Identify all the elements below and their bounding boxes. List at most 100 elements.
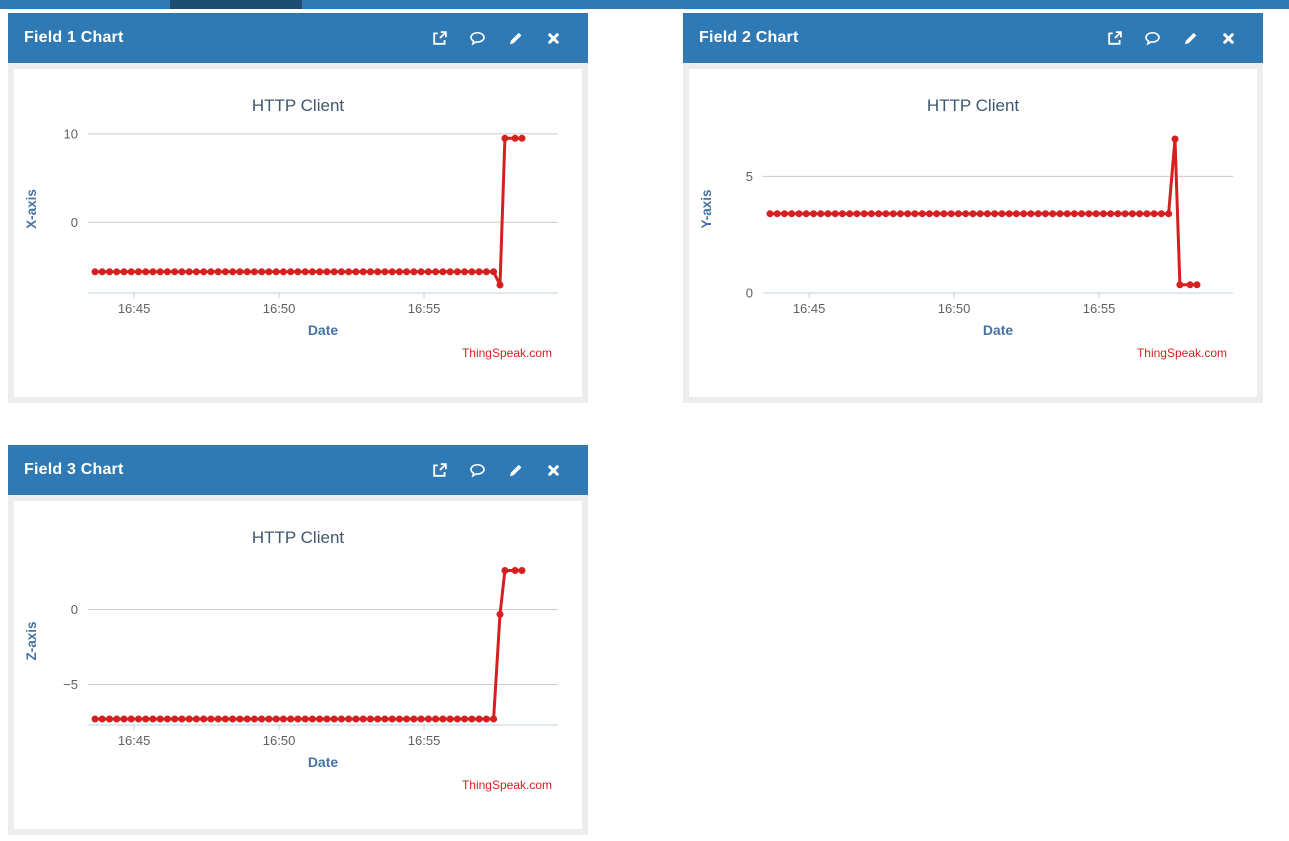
data-point — [904, 210, 912, 218]
data-point — [366, 715, 374, 723]
data-point — [788, 210, 796, 218]
edit-button[interactable] — [506, 29, 524, 47]
popout-button[interactable] — [430, 461, 448, 479]
y-axis-title: Z-axis — [24, 621, 39, 660]
data-point — [1012, 210, 1020, 218]
data-point — [496, 610, 504, 618]
chart-title: HTTP Client — [252, 528, 345, 547]
y-tick-label: 0 — [71, 215, 78, 230]
comment-button[interactable] — [1143, 29, 1161, 47]
data-point — [135, 715, 142, 723]
data-point — [243, 268, 251, 276]
data-point — [933, 210, 941, 218]
data-point — [156, 268, 164, 276]
data-point — [918, 210, 926, 218]
data-point — [337, 715, 345, 723]
data-point — [1078, 210, 1086, 218]
data-point — [962, 210, 970, 218]
data-point — [178, 268, 186, 276]
y-tick-label: 0 — [746, 286, 753, 301]
data-point — [432, 715, 440, 723]
data-point — [998, 210, 1006, 218]
data-point — [178, 715, 186, 723]
data-point — [518, 567, 526, 574]
data-point — [265, 268, 273, 276]
data-point — [424, 268, 432, 276]
data-point — [236, 715, 244, 723]
data-point — [323, 715, 331, 723]
x-tick-label: 16:55 — [1083, 301, 1116, 316]
x-axis-title: Date — [308, 754, 339, 770]
data-point — [1128, 210, 1136, 218]
data-point — [214, 268, 222, 276]
close-button[interactable] — [544, 29, 562, 47]
active-nav-tab[interactable] — [170, 0, 302, 9]
data-point — [496, 281, 504, 289]
data-point — [156, 715, 164, 723]
data-point — [381, 268, 389, 276]
data-point — [403, 268, 411, 276]
y-tick-label: 0 — [71, 602, 78, 617]
data-point — [142, 268, 150, 276]
chart-credits: ThingSpeak.com — [462, 778, 552, 792]
data-point — [1070, 210, 1078, 218]
data-point — [1005, 210, 1013, 218]
data-point — [838, 210, 846, 218]
data-point — [453, 268, 461, 276]
comment-button[interactable] — [468, 461, 486, 479]
data-point — [1020, 210, 1028, 218]
data-point — [337, 268, 345, 276]
data-point — [106, 715, 113, 723]
data-point — [482, 715, 490, 723]
data-point — [925, 210, 933, 218]
data-point — [287, 715, 295, 723]
field2-line-chart: HTTP Client 0 5 16:45 16:50 16:55 Y-axis Date Th… — [699, 96, 1233, 360]
data-point — [388, 715, 396, 723]
data-point — [867, 210, 875, 218]
data-point — [149, 268, 157, 276]
data-point — [185, 268, 193, 276]
edit-button[interactable] — [1181, 29, 1199, 47]
popout-button[interactable] — [430, 29, 448, 47]
popout-icon — [432, 462, 447, 477]
data-point — [120, 715, 128, 723]
data-point — [860, 210, 868, 218]
data-point — [1041, 210, 1049, 218]
data-point — [468, 715, 476, 723]
data-point — [171, 715, 179, 723]
x-axis-title: Date — [308, 322, 339, 338]
chart-container: HTTP Client −5 0 16:45 16:50 16:55 Z-axis Date T… — [14, 501, 582, 829]
data-point — [192, 268, 200, 276]
data-point — [889, 210, 897, 218]
data-point — [461, 268, 469, 276]
y-tick-label: 5 — [746, 169, 753, 184]
chart-title: HTTP Client — [927, 96, 1020, 115]
data-point — [381, 715, 389, 723]
close-button[interactable] — [1219, 29, 1237, 47]
data-point — [501, 567, 509, 574]
data-point — [795, 210, 803, 218]
data-point — [359, 715, 367, 723]
data-point — [236, 268, 244, 276]
data-point — [853, 210, 861, 218]
data-point — [265, 715, 273, 723]
popout-icon — [1107, 30, 1122, 45]
data-point — [250, 268, 258, 276]
data-point — [229, 715, 237, 723]
comment-button[interactable] — [468, 29, 486, 47]
edit-button[interactable] — [506, 461, 524, 479]
close-button[interactable] — [544, 461, 562, 479]
x-tick-label: 16:45 — [118, 733, 151, 748]
x-tick-label: 16:55 — [408, 301, 441, 316]
data-point — [1107, 210, 1115, 218]
data-point — [294, 268, 302, 276]
data-point — [149, 715, 157, 723]
y-tick-label: −5 — [63, 677, 78, 692]
series-line — [95, 136, 522, 287]
popout-button[interactable] — [1105, 29, 1123, 47]
data-point — [417, 715, 425, 723]
edit-icon — [509, 32, 521, 44]
data-point — [113, 268, 121, 276]
data-point — [410, 268, 418, 276]
